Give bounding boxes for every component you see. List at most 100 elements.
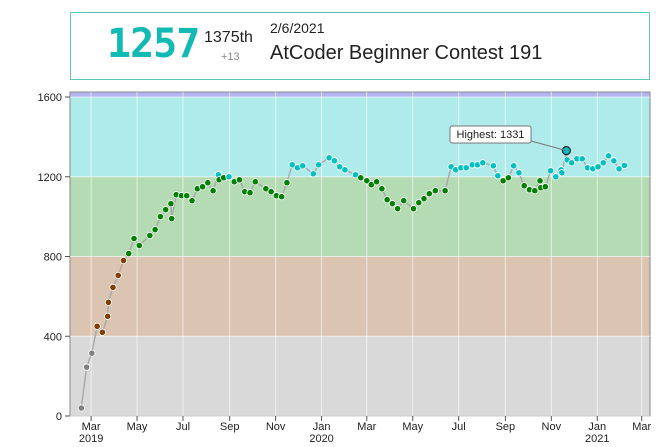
rating-point[interactable]: [441, 187, 449, 195]
x-tick-label-4: Nov: [266, 421, 286, 433]
rating-point[interactable]: [209, 187, 217, 195]
x-tick-label-1: May: [127, 421, 148, 433]
x-tick-label-6: Mar: [357, 421, 376, 433]
y-tick-label-2: 800: [44, 252, 62, 264]
rating-point[interactable]: [98, 328, 106, 336]
rating-point[interactable]: [479, 159, 487, 167]
rating-point[interactable]: [415, 199, 423, 207]
x-tick-label-2: Jul: [176, 421, 190, 433]
rating-point[interactable]: [235, 176, 244, 184]
rating-point[interactable]: [267, 188, 275, 196]
rating-point[interactable]: [531, 187, 539, 195]
rating-point[interactable]: [409, 205, 418, 213]
rating-diff: +13: [221, 51, 240, 63]
rating-point[interactable]: [604, 152, 613, 160]
rating-band-4: [70, 92, 650, 97]
rating-point[interactable]: [246, 189, 254, 197]
rating-point[interactable]: [420, 195, 428, 203]
rating-point[interactable]: [378, 185, 386, 193]
rating-value: 1257: [107, 21, 200, 67]
rating-point[interactable]: [314, 161, 323, 169]
rating-point[interactable]: [620, 161, 628, 169]
rating-point[interactable]: [167, 200, 175, 208]
rating-point[interactable]: [351, 171, 360, 179]
rating-point[interactable]: [615, 165, 623, 173]
rating-point[interactable]: [499, 177, 507, 185]
rating-point[interactable]: [520, 182, 528, 190]
rating-point[interactable]: [168, 215, 176, 223]
rating-point[interactable]: [610, 157, 618, 165]
rating-point[interactable]: [135, 241, 143, 250]
rating-point[interactable]: [151, 225, 159, 234]
rating-point[interactable]: [82, 363, 91, 371]
rating-point[interactable]: [188, 197, 196, 205]
rating-point[interactable]: [504, 174, 512, 182]
rating-point[interactable]: [388, 200, 396, 208]
rating-point[interactable]: [400, 197, 408, 205]
x-tick-label-9: Sep: [496, 421, 516, 433]
rating-point[interactable]: [77, 404, 85, 412]
rating-point[interactable]: [251, 178, 259, 186]
chart-gridlines: [70, 92, 650, 417]
rating-point[interactable]: [552, 173, 560, 181]
rating-point[interactable]: [162, 206, 170, 214]
contest-date: 2/6/2021: [270, 20, 325, 36]
rating-point[interactable]: [357, 174, 365, 182]
rating-point[interactable]: [336, 163, 344, 171]
rating-point[interactable]: [299, 162, 307, 170]
rating-point[interactable]: [367, 181, 375, 189]
y-tick-label-1: 400: [44, 331, 62, 343]
rating-point[interactable]: [262, 185, 270, 193]
rating-point[interactable]: [594, 163, 602, 171]
rating-point[interactable]: [130, 234, 138, 243]
rating-point[interactable]: [278, 193, 286, 201]
rating-point[interactable]: [309, 170, 317, 178]
rating-point[interactable]: [125, 249, 133, 258]
highest-tooltip: Highest: 1331: [449, 125, 571, 156]
rating-point[interactable]: [363, 177, 371, 185]
rating-point[interactable]: [146, 231, 154, 240]
rating-point[interactable]: [109, 283, 117, 292]
rating-point[interactable]: [104, 312, 112, 320]
rating-point[interactable]: [341, 166, 349, 174]
rating-point[interactable]: [225, 173, 233, 181]
rating-point[interactable]: [325, 154, 333, 162]
rating-point[interactable]: [330, 157, 338, 165]
rating-band-1: [70, 256, 650, 337]
highest-tooltip-pointer: [530, 140, 567, 152]
y-tick-label-3: 1200: [38, 172, 62, 184]
contest-name[interactable]: AtCoder Beginner Contest 191: [270, 42, 543, 64]
rating-point[interactable]: [494, 172, 502, 180]
rating-point[interactable]: [394, 205, 402, 213]
rating-point[interactable]: [425, 190, 433, 198]
rating-point[interactable]: [198, 183, 207, 191]
rating-point[interactable]: [383, 196, 391, 204]
rating-point[interactable]: [541, 183, 549, 191]
rating-bands: [69, 91, 651, 417]
rating-point[interactable]: [515, 169, 523, 177]
rating-point[interactable]: [578, 155, 586, 163]
rating-point[interactable]: [462, 164, 470, 172]
rating-point[interactable]: [510, 162, 518, 170]
rating-point[interactable]: [119, 256, 128, 265]
rating-point[interactable]: [156, 213, 164, 221]
rating-point[interactable]: [283, 179, 291, 187]
rating-point[interactable]: [558, 169, 566, 177]
rating-point[interactable]: [183, 192, 191, 200]
rating-point[interactable]: [204, 179, 212, 187]
rating-point[interactable]: [288, 161, 296, 169]
rating-points[interactable]: [77, 147, 628, 412]
rating-point[interactable]: [88, 349, 96, 357]
rating-point[interactable]: [114, 271, 122, 280]
rating-point[interactable]: [372, 178, 381, 186]
rating-point[interactable]: [93, 322, 101, 330]
rating-point[interactable]: [104, 298, 113, 306]
rating-point[interactable]: [546, 167, 555, 175]
rating-point[interactable]: [536, 177, 544, 185]
rating-point[interactable]: [489, 162, 497, 170]
rating-point[interactable]: [431, 187, 439, 195]
rating-point[interactable]: [568, 159, 576, 167]
y-tick-label-0: 0: [56, 411, 62, 423]
rating-point[interactable]: [599, 159, 607, 167]
